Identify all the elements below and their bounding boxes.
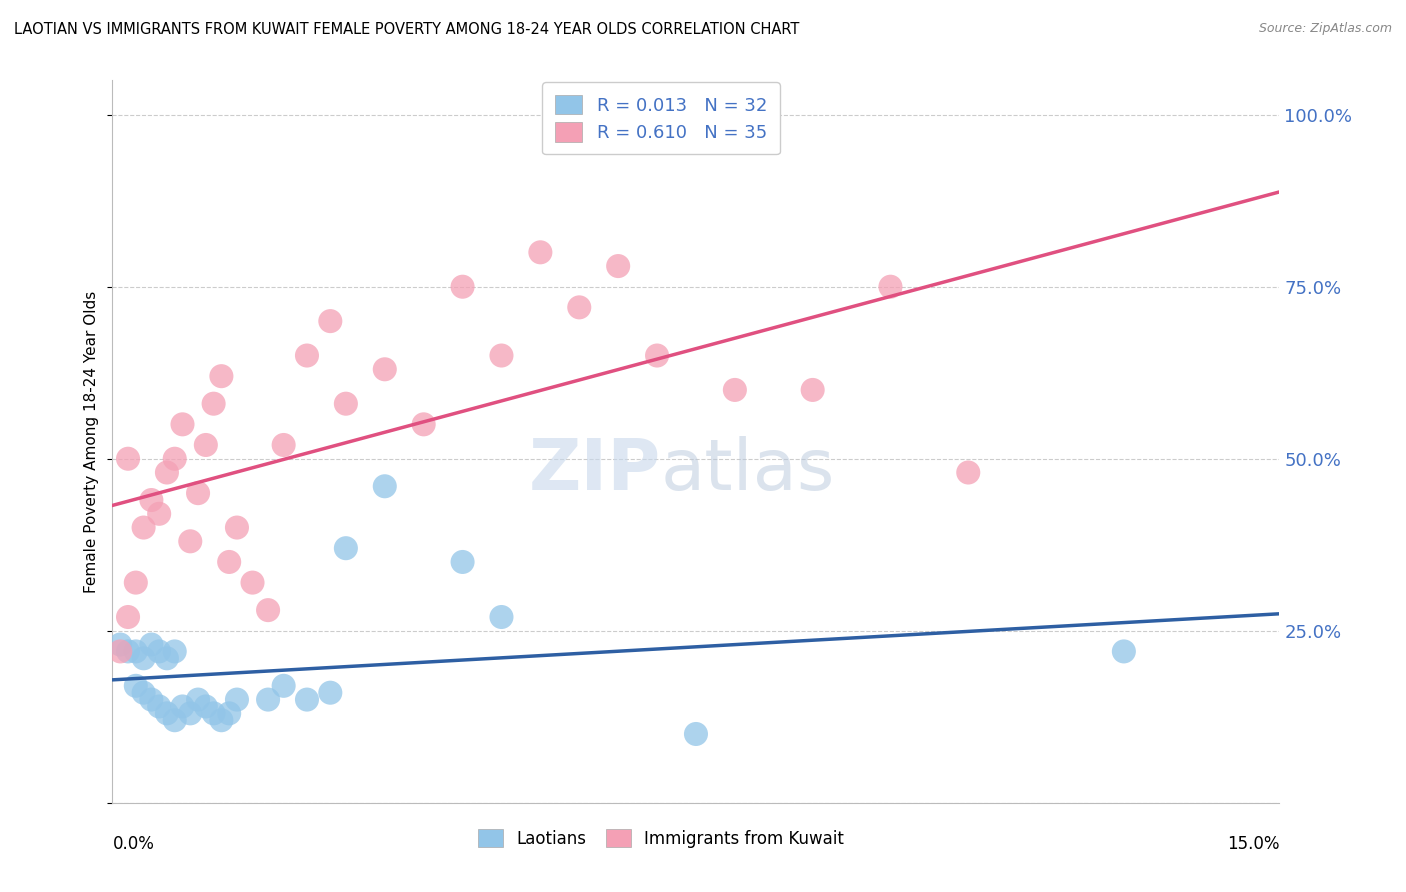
Point [451, 555, 474, 569]
Point [412, 417, 434, 432]
Point [148, 644, 170, 658]
Point [374, 362, 396, 376]
Point [148, 507, 170, 521]
Text: Source: ZipAtlas.com: Source: ZipAtlas.com [1258, 22, 1392, 36]
Point [209, 369, 232, 384]
Point [117, 610, 139, 624]
Point [117, 451, 139, 466]
Point [568, 301, 591, 315]
Point [607, 259, 630, 273]
Point [529, 245, 551, 260]
Text: ZIP: ZIP [529, 436, 661, 505]
Point [148, 699, 170, 714]
Point [187, 692, 209, 706]
Point [295, 692, 318, 706]
Point [879, 279, 901, 293]
Text: atlas: atlas [661, 436, 835, 505]
Point [163, 713, 186, 727]
Point [209, 713, 232, 727]
Point [117, 644, 139, 658]
Point [801, 383, 824, 397]
Point [110, 638, 132, 652]
Point [335, 397, 357, 411]
Point [685, 727, 707, 741]
Point [295, 349, 318, 363]
Y-axis label: Female Poverty Among 18-24 Year Olds: Female Poverty Among 18-24 Year Olds [84, 291, 100, 592]
Point [141, 638, 163, 652]
Text: LAOTIAN VS IMMIGRANTS FROM KUWAIT FEMALE POVERTY AMONG 18-24 YEAR OLDS CORRELATI: LAOTIAN VS IMMIGRANTS FROM KUWAIT FEMALE… [14, 22, 800, 37]
Point [724, 383, 747, 397]
Point [156, 651, 179, 665]
Point [335, 541, 357, 556]
Point [226, 520, 249, 534]
Point [257, 603, 280, 617]
Point [132, 651, 155, 665]
Point [141, 692, 163, 706]
Point [141, 493, 163, 508]
Point [172, 699, 194, 714]
Point [451, 279, 474, 293]
Point [179, 534, 201, 549]
Point [374, 479, 396, 493]
Point [957, 466, 980, 480]
Point [273, 679, 295, 693]
Point [132, 686, 155, 700]
Point [491, 349, 513, 363]
Legend: Laotians, Immigrants from Kuwait: Laotians, Immigrants from Kuwait [470, 821, 852, 856]
Point [125, 575, 148, 590]
Point [163, 644, 186, 658]
Point [645, 349, 668, 363]
Point [319, 686, 342, 700]
Point [491, 610, 513, 624]
Point [218, 555, 240, 569]
Point [132, 520, 155, 534]
Text: 0.0%: 0.0% [112, 835, 155, 854]
Point [242, 575, 264, 590]
Point [187, 486, 209, 500]
Point [156, 706, 179, 721]
Point [202, 397, 225, 411]
Point [110, 644, 132, 658]
Point [163, 451, 186, 466]
Point [1112, 644, 1135, 658]
Point [125, 679, 148, 693]
Point [226, 692, 249, 706]
Point [179, 706, 201, 721]
Point [194, 438, 217, 452]
Point [202, 706, 225, 721]
Point [257, 692, 280, 706]
Point [172, 417, 194, 432]
Point [125, 644, 148, 658]
Text: 15.0%: 15.0% [1227, 835, 1279, 854]
Point [194, 699, 217, 714]
Point [156, 466, 179, 480]
Point [319, 314, 342, 328]
Point [218, 706, 240, 721]
Point [273, 438, 295, 452]
